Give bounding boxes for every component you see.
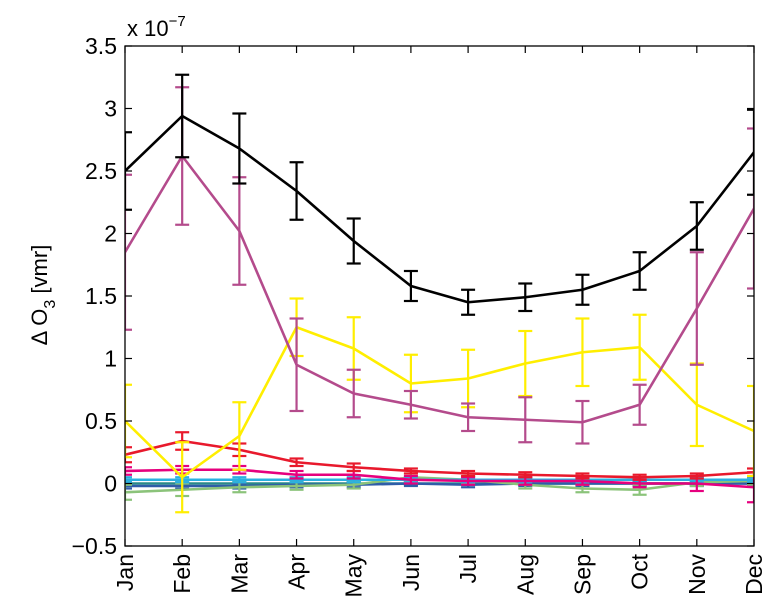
y-axis-label-subscript: 3 bbox=[42, 300, 59, 309]
series-group bbox=[125, 73, 754, 514]
y-tick-label: 0.5 bbox=[85, 408, 117, 434]
series-line bbox=[125, 114, 754, 304]
x-tick-label: Sep bbox=[569, 554, 595, 595]
series-line bbox=[125, 468, 754, 489]
y-tick-label: −0.5 bbox=[72, 533, 117, 559]
x-tick-label: May bbox=[341, 554, 367, 598]
y-tick-label: 3 bbox=[104, 96, 117, 122]
series bbox=[125, 73, 754, 316]
x-tick-label: Mar bbox=[226, 554, 252, 594]
series-line bbox=[125, 439, 754, 479]
x-tick-label: Aug bbox=[512, 554, 538, 595]
y-tick-label: 0 bbox=[104, 471, 117, 497]
y-tick-label: 3.5 bbox=[85, 33, 117, 59]
x-tick-label: Oct bbox=[627, 553, 653, 589]
series bbox=[125, 464, 754, 504]
x-tick-label: Dec bbox=[741, 554, 767, 595]
y-tick-label: 1 bbox=[104, 346, 117, 372]
y-exponent-power: −7 bbox=[169, 13, 186, 30]
x-tick-label: Jul bbox=[455, 554, 481, 583]
x-axis-ticks: Jan Feb Mar Apr May Jun Jul Aug Sep Oct Nov Dec bbox=[112, 46, 767, 597]
y-tick-label: 2.5 bbox=[85, 158, 117, 184]
y-axis-label: Δ O3 [vmr] bbox=[27, 245, 59, 346]
x-tick-label: Jun bbox=[398, 554, 424, 591]
x-tick-label: Jan bbox=[112, 554, 138, 591]
y-axis-label-unit: [vmr] bbox=[27, 245, 52, 300]
y-tick-label: 2 bbox=[104, 221, 117, 247]
y-axis-ticks: −0.5 0 0.5 1 1.5 2 2.5 3 3.5 bbox=[72, 33, 754, 559]
x-tick-label: Nov bbox=[684, 554, 710, 595]
y-tick-label: 1.5 bbox=[85, 283, 117, 309]
series bbox=[125, 431, 754, 481]
series-line bbox=[125, 154, 754, 424]
y-exponent-label: x 10−7 bbox=[127, 13, 186, 41]
series-layer bbox=[125, 73, 754, 514]
y-axis-label-base: Δ O bbox=[27, 309, 52, 346]
series-line bbox=[125, 325, 754, 479]
x-tick-label: Feb bbox=[169, 554, 195, 594]
series bbox=[125, 86, 754, 445]
x-tick-label: Apr bbox=[284, 554, 310, 590]
y-exponent-base: x 10 bbox=[127, 16, 169, 41]
